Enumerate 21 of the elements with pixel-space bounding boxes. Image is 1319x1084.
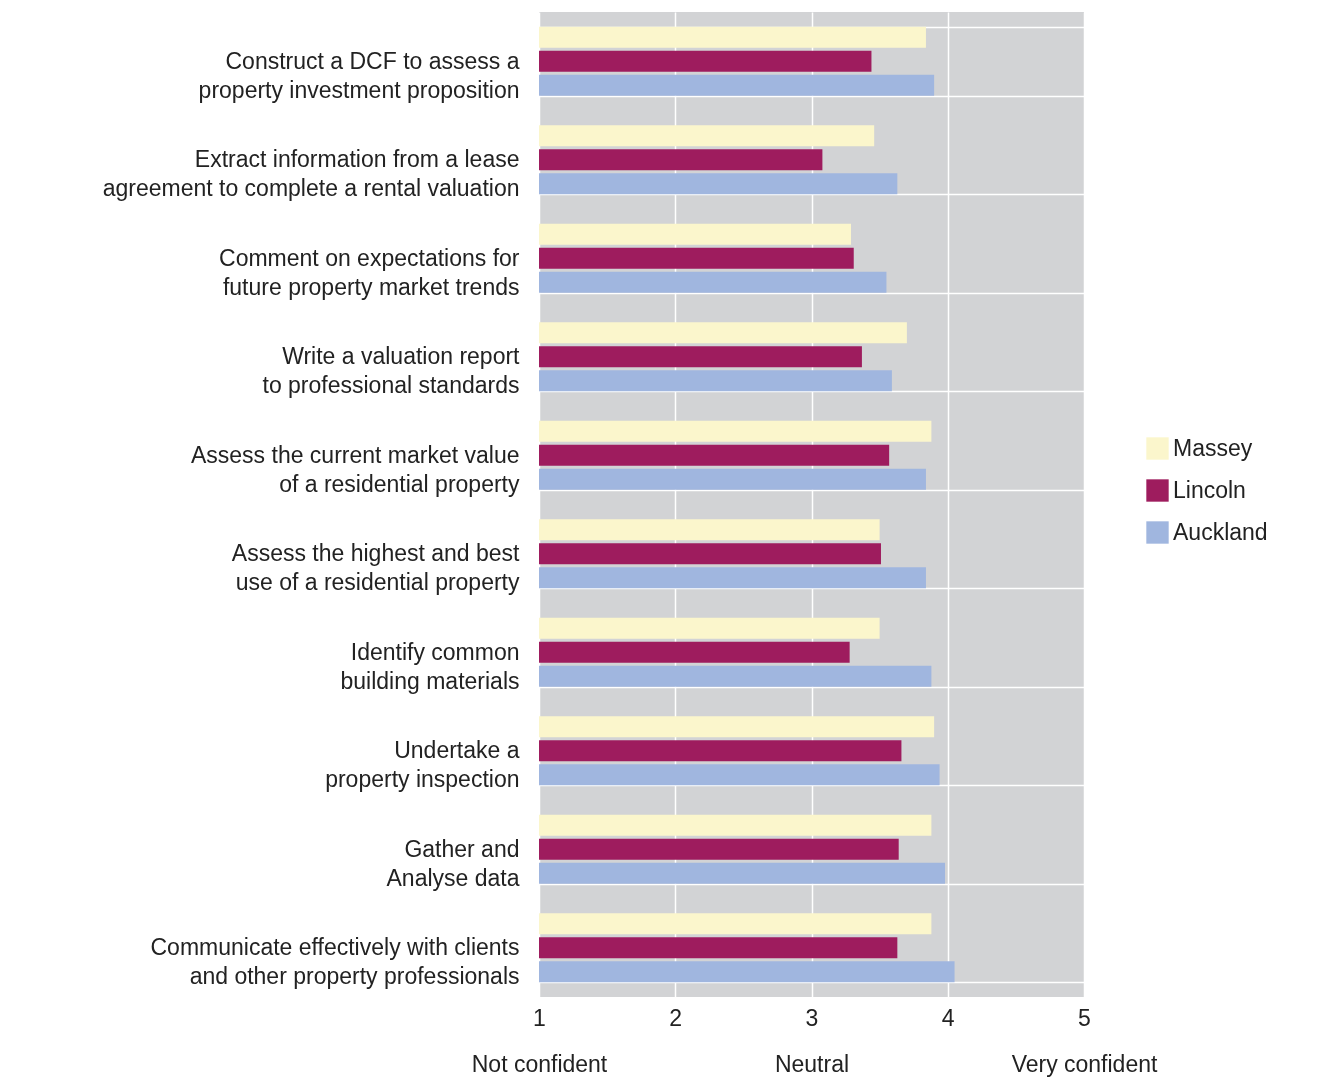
x-tick-label: 5	[1078, 1004, 1091, 1031]
y-tick-label: Extract information from a lease agreement to complete a rental valuation	[102, 146, 520, 202]
text: Not confident	[471, 1050, 608, 1077]
text: Neutral	[774, 1050, 850, 1077]
y-tick-label: Undertake a property inspection	[325, 737, 520, 793]
text: Very confident	[1011, 1050, 1158, 1077]
y-tick-label: Comment on expectations for future property market trends	[219, 244, 520, 300]
y-tick-label: Write a valuation report to professional standards	[262, 343, 521, 399]
x-tick-label: 4	[941, 1004, 955, 1031]
legend-label: Massey	[1173, 434, 1253, 461]
y-tick-label: Construct a DCF to assess a property investment proposition	[198, 47, 520, 103]
legend-label: Auckland	[1173, 518, 1268, 545]
x-tick-label: 3	[805, 1004, 819, 1031]
x-tick-label: 2	[669, 1004, 683, 1031]
y-tick-label: Gather and Analyse data	[386, 835, 520, 891]
y-tick-label: Assess the highest and best use of a residential property	[231, 540, 521, 596]
legend-label: Lincoln	[1173, 476, 1246, 503]
y-tick-label: Communicate effectively with clients and other property professionals	[150, 934, 520, 990]
y-tick-label: Identify common building materials	[340, 638, 520, 694]
y-tick-label: Assess the current market value of a residential property	[190, 441, 520, 497]
x-tick-label: 1	[533, 1004, 546, 1031]
